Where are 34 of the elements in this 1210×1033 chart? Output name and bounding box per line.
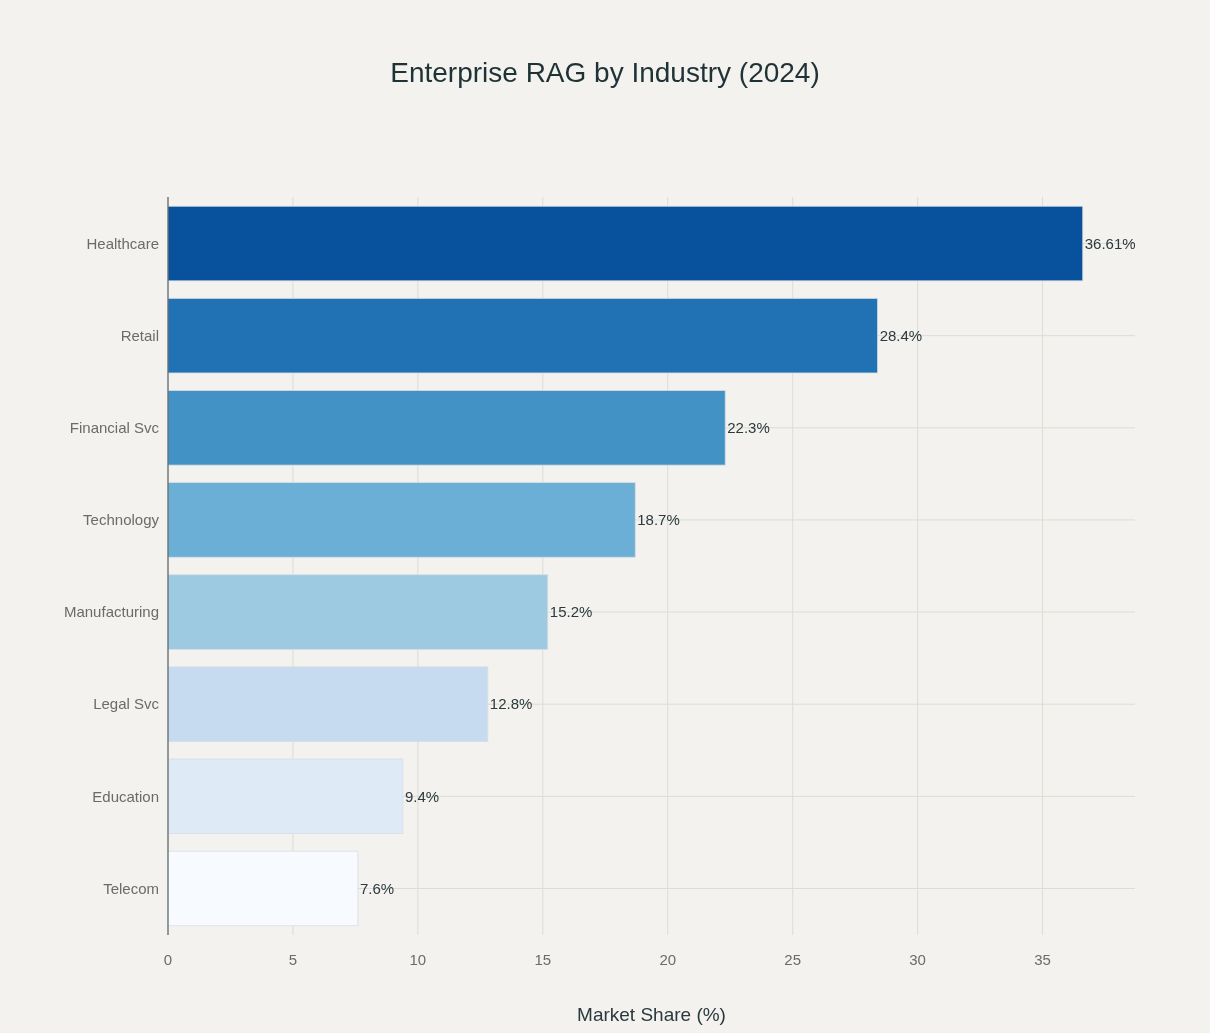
bar: [167, 205, 1084, 282]
x-axis-title: Market Share (%): [577, 1004, 726, 1025]
data-label: 7.6%: [359, 879, 395, 897]
x-tick-label: 20: [659, 951, 677, 968]
data-label: 22.3%: [727, 419, 770, 437]
data-label: 9.4%: [404, 787, 440, 805]
bar: [167, 850, 359, 927]
y-tick-label: Education: [92, 787, 159, 805]
x-tick-label: 35: [1034, 951, 1051, 968]
y-tick-label: Telecom: [103, 879, 159, 897]
x-tick-label: 25: [784, 951, 802, 968]
y-tick-label: Technology: [83, 511, 160, 529]
x-tick-label: 15: [534, 951, 552, 968]
y-tick-label: Healthcare: [86, 234, 159, 252]
chart-title: Enterprise RAG by Industry (2024): [390, 57, 820, 88]
bar: [167, 666, 489, 742]
bar: [167, 297, 879, 374]
x-tick-label: 10: [409, 951, 427, 968]
x-tick-label: 5: [288, 951, 298, 968]
data-label: 28.4%: [879, 326, 923, 344]
y-tick-label: Financial Svc: [69, 419, 160, 437]
bar: [167, 482, 636, 558]
bar: [167, 758, 404, 835]
x-tick-label: 30: [909, 951, 926, 968]
x-tick-label: 0: [163, 951, 173, 968]
data-label: 18.7%: [637, 511, 680, 529]
bar: [167, 390, 726, 466]
y-tick-label: Legal Svc: [93, 695, 160, 713]
y-tick-label: Retail: [120, 326, 159, 344]
y-tick-label: Manufacturing: [63, 603, 159, 621]
bar: [167, 574, 549, 650]
data-label: 36.61%: [1084, 234, 1136, 252]
data-label: 15.2%: [549, 603, 593, 621]
data-label: 12.8%: [489, 695, 533, 713]
